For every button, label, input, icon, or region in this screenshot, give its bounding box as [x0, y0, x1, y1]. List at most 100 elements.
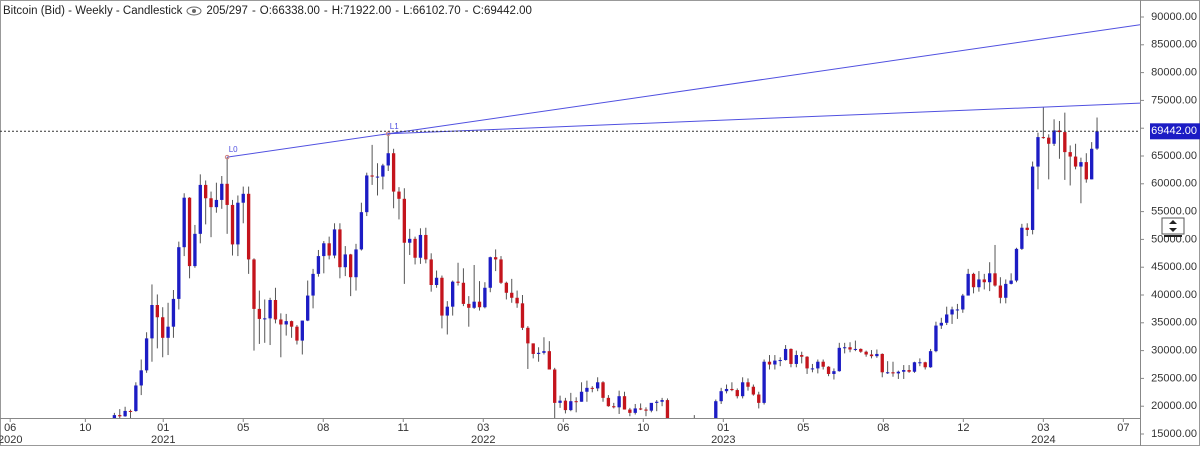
candle-body [1020, 227, 1024, 249]
candle-body [693, 422, 696, 424]
x-tick-label: 06 [557, 422, 569, 434]
candle-body [144, 338, 149, 371]
candle-body [209, 198, 213, 208]
candle-body [311, 273, 315, 296]
candle-body [778, 360, 782, 362]
candle-body [977, 279, 981, 288]
candle-body [644, 409, 648, 411]
candle-body [660, 400, 664, 402]
candle-body [783, 348, 788, 361]
low-value: L:66102.70 [403, 5, 461, 17]
x-tick-label: 11 [398, 422, 409, 434]
candle-body [617, 396, 621, 408]
candle-body [971, 273, 976, 288]
candle-body [789, 348, 793, 364]
x-tick-label: 10 [637, 422, 649, 434]
candle-body [187, 197, 192, 267]
candle-body [418, 234, 423, 258]
candle-body [896, 371, 901, 374]
candle-body [628, 409, 632, 413]
plot-area: L0 L1 [0, 24, 1140, 432]
candle-body [1063, 132, 1067, 153]
y-tick-label: 55000.00 [1151, 206, 1197, 218]
eye-icon[interactable] [186, 6, 202, 16]
candle-body [214, 199, 219, 208]
candle-body [714, 401, 718, 418]
candle-body [107, 429, 110, 432]
candle-body [751, 386, 756, 395]
candle-body [730, 388, 734, 391]
candle-body [177, 247, 181, 299]
candle-body [923, 362, 927, 368]
y-tick-label: 25000.00 [1151, 372, 1197, 384]
bar-counter: 205/297 [206, 5, 248, 17]
y-tick-label: 35000.00 [1151, 317, 1197, 329]
candle-body [112, 415, 117, 418]
candle-body [198, 184, 202, 234]
candle-body [155, 305, 159, 318]
candle-body [816, 361, 820, 369]
candle-body [595, 382, 600, 389]
candle-body [536, 352, 541, 354]
high-value: H:71922.00 [331, 5, 392, 17]
candle-body [193, 233, 197, 267]
candle-body [966, 273, 970, 296]
candle-body [370, 175, 374, 177]
candle-body [203, 184, 208, 199]
anchor-point [224, 154, 230, 160]
candle-body [955, 309, 960, 311]
candle-body [220, 183, 224, 200]
candle-body [569, 401, 573, 411]
candle-body [483, 287, 487, 308]
candle-body [488, 257, 492, 288]
candle-body [386, 153, 390, 166]
y-tick-label: 65000.00 [1151, 150, 1197, 162]
candle-body [381, 165, 385, 177]
candle-body [945, 314, 949, 323]
candle-body [762, 361, 766, 403]
candle-body [322, 243, 326, 257]
candle-body [343, 254, 347, 268]
candle-body [553, 369, 557, 403]
x-tick-label: 01 [717, 422, 729, 434]
candle-body [633, 408, 637, 413]
candle-body [1036, 137, 1040, 167]
last-price-tag [1150, 123, 1200, 140]
candle-body [821, 361, 825, 367]
scale-button-box[interactable] [1161, 217, 1185, 235]
candle-body [171, 298, 176, 327]
scale-button[interactable] [1161, 217, 1185, 237]
candle-body [735, 390, 739, 397]
candle-body [902, 370, 906, 372]
scale-button-icon [1169, 220, 1177, 232]
anchor-label: L1 [390, 122, 399, 131]
candle-body [375, 176, 380, 178]
candle-body [408, 238, 412, 243]
candle-body [295, 326, 299, 341]
candle-body [1073, 156, 1078, 167]
y-tick-label: 90000.00 [1151, 11, 1197, 23]
open-value: O:66338.00 [259, 5, 320, 17]
x-tick-label: 07 [1117, 422, 1129, 434]
candle-body [520, 303, 525, 328]
candle-body [601, 382, 605, 398]
candle-body [499, 259, 503, 283]
candle-body [677, 426, 680, 427]
candle-body [579, 391, 584, 402]
candle-body [273, 300, 278, 320]
header: Bitcoin (Bid) - Weekly - Candlestick 205… [3, 5, 532, 17]
candle-body [612, 406, 616, 408]
candle-body [891, 372, 895, 374]
candle-body [794, 355, 798, 364]
separator [252, 5, 256, 17]
y-tick-label: 75000.00 [1151, 94, 1197, 106]
candle-body [434, 277, 439, 285]
candle-body [853, 348, 858, 350]
candle-body [182, 197, 186, 248]
close-value: C:69442.00 [472, 5, 532, 17]
candle-body [837, 347, 841, 372]
candle-body [880, 353, 884, 373]
candle-body [606, 397, 611, 407]
candle-body [526, 327, 530, 344]
